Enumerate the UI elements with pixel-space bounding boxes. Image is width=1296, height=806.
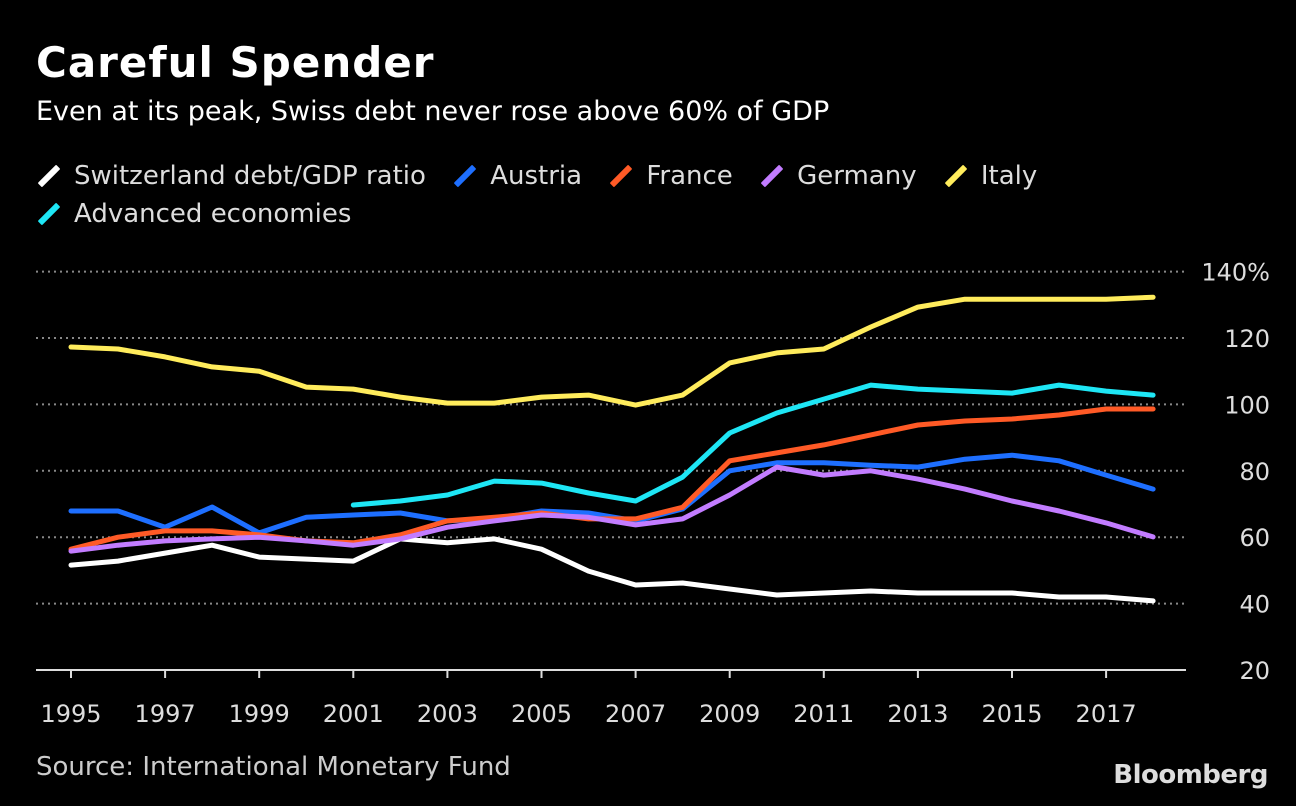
legend-label: France: [646, 161, 733, 191]
legend-item-austria: Austria: [452, 158, 582, 194]
series-line-italy: [68, 294, 1156, 408]
x-tick-label: 2013: [887, 700, 948, 728]
series-line-switzerland-debt-gdp-ratio: [68, 536, 1156, 604]
y-tick-label: 80: [1239, 458, 1270, 486]
x-tick-label: 2005: [511, 700, 572, 728]
x-tick-label: 2007: [605, 700, 666, 728]
x-tick-label: 1999: [229, 700, 290, 728]
y-tick-label: 60: [1239, 524, 1270, 552]
bloomberg-logo: Bloomberg: [1113, 760, 1268, 790]
y-tick-label: 120: [1224, 325, 1270, 353]
legend-label: Advanced economies: [74, 199, 352, 229]
y-tick-label: 20: [1239, 657, 1270, 685]
legend-item-advanced: Advanced economies: [36, 196, 351, 232]
chart-subtitle: Even at its peak, Swiss debt never rose …: [36, 96, 830, 127]
y-tick-label: 140%: [1201, 259, 1270, 287]
legend-label: Austria: [490, 161, 583, 191]
legend-item-germany: Germany: [759, 158, 917, 194]
legend-label: Switzerland debt/GDP ratio: [74, 161, 426, 191]
x-tick-label: 2003: [417, 700, 478, 728]
legend: Switzerland debt/GDP ratio Austria Franc…: [36, 156, 1136, 232]
x-tick-label: 2009: [699, 700, 760, 728]
y-tick-label: 100: [1224, 391, 1270, 419]
x-tick-label: 1995: [40, 700, 101, 728]
x-tick-label: 2017: [1076, 700, 1137, 728]
source-note: Source: International Monetary Fund: [36, 752, 511, 782]
chart-title: Careful Spender: [36, 38, 435, 87]
series-line-germany: [68, 464, 1156, 554]
series-line-france: [68, 406, 1156, 552]
legend-item-italy: Italy: [943, 158, 1037, 194]
series-line-advanced-economies: [350, 382, 1156, 508]
legend-label: Germany: [797, 161, 917, 191]
legend-item-switzerland: Switzerland debt/GDP ratio: [36, 158, 426, 194]
y-tick-label: 40: [1239, 591, 1270, 619]
x-tick-label: 2011: [793, 700, 854, 728]
x-tick-label: 1997: [135, 700, 196, 728]
legend-label: Italy: [980, 161, 1038, 191]
x-tick-label: 2015: [981, 700, 1042, 728]
x-tick-label: 2001: [323, 700, 384, 728]
legend-item-france: France: [608, 158, 733, 194]
